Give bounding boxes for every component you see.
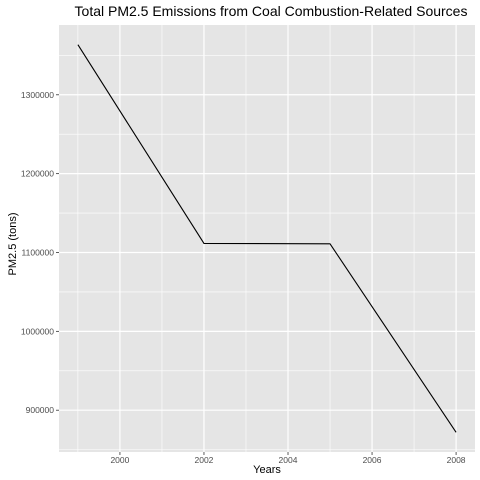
- x-tick-label: 2002: [195, 455, 214, 465]
- y-tick-label: 900000: [26, 405, 55, 415]
- major-gridlines: [59, 25, 475, 452]
- x-axis-title: Years: [253, 464, 281, 476]
- series-line: [77, 44, 457, 433]
- tick-labels: 2000 2002 2004 2006 2008 900000 1000000 1100000…: [21, 90, 466, 465]
- y-tick-label: 1200000: [21, 169, 54, 179]
- chart-title: Total PM2.5 Emissions from Coal Combusti…: [75, 3, 468, 19]
- minor-gridlines: [59, 25, 475, 452]
- y-tick-label: 1000000: [21, 326, 54, 336]
- y-axis-title: PM2.5 (tons): [7, 213, 19, 276]
- x-tick-label: 2000: [110, 455, 129, 465]
- x-tick-label: 2008: [447, 455, 466, 465]
- plot-panel: [59, 25, 475, 452]
- y-tick-label: 1100000: [22, 247, 55, 257]
- y-tick-label: 1300000: [21, 90, 54, 100]
- series-layer: [77, 44, 457, 433]
- axis-ticks: [56, 94, 457, 455]
- x-tick-label: 2006: [363, 455, 382, 465]
- x-tick-label: 2004: [279, 455, 298, 465]
